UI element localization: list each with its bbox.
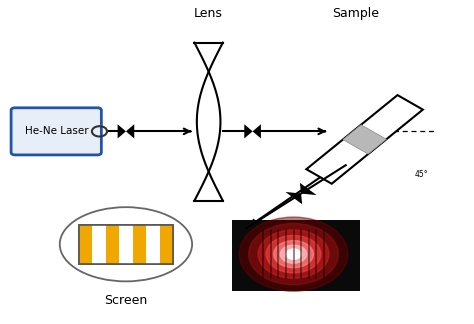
Bar (119, 225, 133, 264)
Polygon shape (253, 124, 261, 138)
Polygon shape (285, 192, 302, 204)
Polygon shape (306, 95, 423, 184)
Bar (106, 225, 119, 264)
Polygon shape (300, 183, 317, 195)
Bar (146, 225, 160, 264)
Bar (79, 225, 173, 264)
Bar (133, 225, 146, 264)
Bar (92, 225, 106, 264)
Bar (79, 225, 92, 264)
FancyBboxPatch shape (11, 108, 101, 155)
Circle shape (249, 224, 338, 285)
Circle shape (239, 217, 348, 291)
Polygon shape (343, 125, 386, 154)
Bar (232, 220, 360, 291)
Text: Sample: Sample (332, 7, 379, 20)
Bar (79, 225, 173, 264)
Circle shape (286, 249, 301, 259)
Text: Fringes: Fringes (263, 42, 315, 55)
Text: Screen: Screen (104, 294, 147, 307)
Polygon shape (244, 124, 253, 138)
Circle shape (266, 236, 321, 273)
Ellipse shape (60, 207, 192, 281)
Text: 45°: 45° (414, 169, 428, 179)
Circle shape (273, 241, 313, 268)
Polygon shape (194, 43, 223, 201)
Polygon shape (118, 124, 126, 138)
Text: He-Ne Laser: He-Ne Laser (25, 126, 88, 136)
Text: Lens: Lens (194, 7, 223, 20)
Circle shape (280, 245, 307, 263)
Polygon shape (126, 124, 134, 138)
Bar (160, 225, 173, 264)
Circle shape (258, 230, 329, 278)
